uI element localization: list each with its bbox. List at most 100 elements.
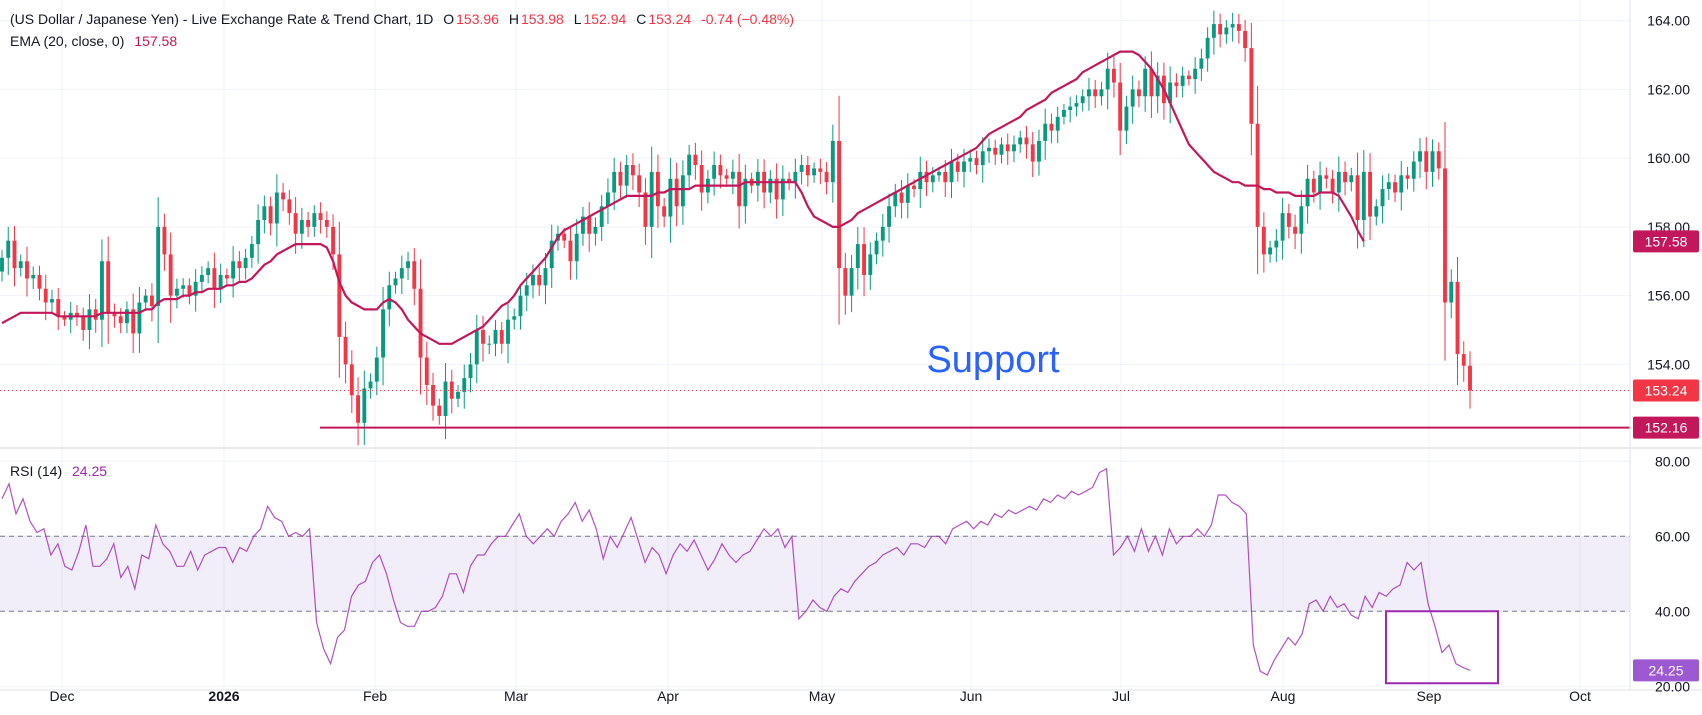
candle-body bbox=[1355, 175, 1360, 220]
candle-body bbox=[81, 316, 86, 330]
candle-body bbox=[324, 220, 329, 227]
close-value: 153.24 bbox=[648, 11, 692, 27]
candle-body bbox=[268, 206, 273, 224]
candle-body bbox=[1168, 82, 1173, 104]
rsi-highlight-box bbox=[1385, 610, 1499, 685]
candle-body bbox=[1136, 89, 1141, 97]
candle-body bbox=[1293, 226, 1298, 234]
ema-price-tag: 157.58 bbox=[1645, 233, 1688, 249]
low-value: 152.94 bbox=[583, 11, 627, 27]
candle-body bbox=[418, 288, 423, 358]
x-tick-label: Dec bbox=[50, 688, 75, 704]
candle-body bbox=[199, 275, 204, 282]
x-tick-label: Mar bbox=[504, 688, 528, 704]
candle-body bbox=[56, 299, 61, 317]
candle-body bbox=[1418, 151, 1422, 162]
x-tick-label: Aug bbox=[1271, 688, 1296, 704]
candle-body bbox=[443, 381, 448, 416]
candle-body bbox=[668, 178, 673, 217]
candle-body bbox=[818, 168, 823, 172]
candle-body bbox=[1468, 365, 1472, 391]
candle-body bbox=[437, 405, 442, 416]
candle-body bbox=[306, 220, 311, 227]
candle-body bbox=[156, 226, 161, 306]
candle-body bbox=[368, 381, 373, 389]
candle-body bbox=[937, 171, 941, 176]
candle-body bbox=[143, 295, 148, 303]
candle-body bbox=[274, 192, 279, 224]
candle-body bbox=[1037, 140, 1041, 162]
candlestick-series bbox=[0, 10, 1472, 446]
change-value: -0.74 (−0.48%) bbox=[701, 11, 795, 27]
candle-body bbox=[1236, 24, 1241, 31]
candle-body bbox=[1324, 175, 1329, 179]
candle-body bbox=[262, 206, 267, 220]
candle-body bbox=[18, 261, 23, 269]
rsi-y-tick-label: 40.00 bbox=[1655, 603, 1690, 619]
candle-body bbox=[381, 309, 385, 358]
candle-body bbox=[768, 178, 773, 193]
candle-body bbox=[1286, 213, 1291, 227]
candle-body bbox=[100, 261, 104, 320]
candle-body bbox=[1405, 175, 1410, 179]
candle-body bbox=[506, 319, 510, 344]
candle-body bbox=[1224, 27, 1229, 35]
candle-body bbox=[1080, 96, 1085, 104]
candle-body bbox=[374, 357, 379, 382]
candle-body bbox=[537, 275, 542, 286]
candle-body bbox=[449, 381, 454, 399]
candle-body bbox=[50, 299, 54, 303]
candle-body bbox=[993, 147, 998, 155]
candle-body bbox=[1005, 144, 1010, 152]
candle-body bbox=[1205, 37, 1210, 59]
candle-body bbox=[1299, 206, 1304, 234]
candle-body bbox=[174, 288, 179, 296]
candle-body bbox=[1430, 151, 1435, 172]
candle-body bbox=[1155, 75, 1160, 97]
rsi-legend: RSI (14) 24.25 bbox=[10, 463, 113, 479]
price-legend: (US Dollar / Japanese Yen) - Live Exchan… bbox=[10, 11, 800, 27]
candle-body bbox=[712, 165, 717, 179]
rsi-value: 24.25 bbox=[72, 463, 108, 479]
candle-body bbox=[662, 206, 667, 217]
candle-body bbox=[1180, 75, 1185, 86]
candle-body bbox=[1062, 110, 1066, 117]
candle-body bbox=[281, 192, 286, 200]
candle-body bbox=[162, 226, 167, 255]
candle-body bbox=[562, 233, 567, 241]
rsi-y-tick-label: 60.00 bbox=[1655, 528, 1690, 544]
last-price-tag: 153.24 bbox=[1645, 383, 1688, 399]
candle-body bbox=[62, 316, 67, 320]
y-tick-label: 162.00 bbox=[1647, 81, 1690, 97]
ema-label: EMA (20, close, 0) bbox=[10, 33, 125, 49]
candle-body bbox=[1118, 82, 1123, 131]
rsi-y-tick-label: 20.00 bbox=[1655, 678, 1690, 694]
x-tick-label: Jul bbox=[1112, 688, 1130, 704]
candle-body bbox=[899, 192, 904, 203]
candle-body bbox=[118, 316, 123, 324]
candle-body bbox=[730, 171, 735, 179]
candle-body bbox=[1280, 213, 1285, 241]
candle-body bbox=[481, 330, 485, 344]
price-tags: 157.58 153.24 152.16 24.25 bbox=[1633, 230, 1699, 682]
y-tick-label: 164.00 bbox=[1647, 13, 1690, 29]
candle-body bbox=[868, 254, 873, 275]
candle-body bbox=[587, 216, 592, 234]
candle-body bbox=[37, 275, 42, 289]
y-tick-label: 160.00 bbox=[1647, 150, 1690, 166]
y-tick-label: 156.00 bbox=[1647, 288, 1690, 304]
candle-body bbox=[962, 161, 966, 172]
candle-body bbox=[493, 330, 498, 344]
candle-body bbox=[1111, 68, 1116, 83]
open-value: 153.96 bbox=[456, 11, 499, 27]
candle-body bbox=[1012, 144, 1016, 152]
candle-body bbox=[918, 171, 923, 190]
candle-body bbox=[25, 261, 29, 279]
candle-body bbox=[1386, 182, 1391, 190]
candle-body bbox=[1411, 161, 1416, 179]
candle-body bbox=[824, 171, 829, 183]
candle-body bbox=[930, 175, 935, 183]
candle-body bbox=[1368, 171, 1372, 217]
candle-body bbox=[124, 309, 129, 324]
